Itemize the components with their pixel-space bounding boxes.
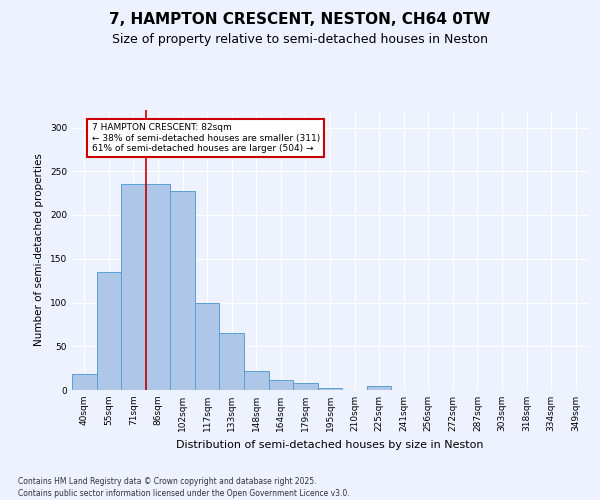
Text: 7 HAMPTON CRESCENT: 82sqm
← 38% of semi-detached houses are smaller (311)
61% of: 7 HAMPTON CRESCENT: 82sqm ← 38% of semi-… <box>92 123 320 153</box>
Bar <box>367 386 391 390</box>
X-axis label: Distribution of semi-detached houses by size in Neston: Distribution of semi-detached houses by … <box>176 440 484 450</box>
Bar <box>220 333 244 390</box>
Y-axis label: Number of semi-detached properties: Number of semi-detached properties <box>34 154 44 346</box>
Bar <box>146 184 170 390</box>
Bar <box>195 302 220 390</box>
Text: Contains HM Land Registry data © Crown copyright and database right 2025.: Contains HM Land Registry data © Crown c… <box>18 477 317 486</box>
Bar <box>318 388 342 390</box>
Bar <box>121 184 146 390</box>
Bar <box>97 272 121 390</box>
Text: 7, HAMPTON CRESCENT, NESTON, CH64 0TW: 7, HAMPTON CRESCENT, NESTON, CH64 0TW <box>109 12 491 28</box>
Text: Contains public sector information licensed under the Open Government Licence v3: Contains public sector information licen… <box>18 488 350 498</box>
Bar <box>269 380 293 390</box>
Bar <box>244 371 269 390</box>
Bar <box>72 374 97 390</box>
Bar <box>293 383 318 390</box>
Text: Size of property relative to semi-detached houses in Neston: Size of property relative to semi-detach… <box>112 32 488 46</box>
Bar <box>170 190 195 390</box>
